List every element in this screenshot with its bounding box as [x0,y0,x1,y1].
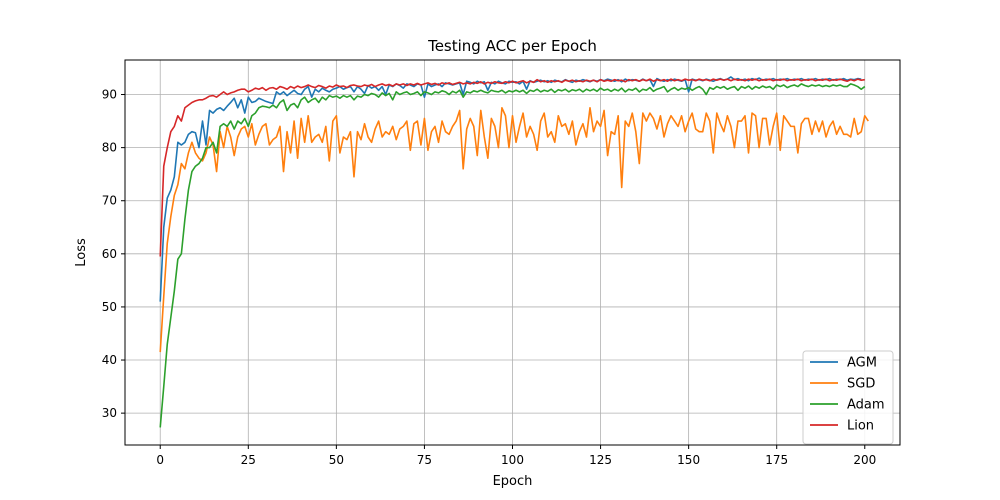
x-tick-label: 200 [853,453,876,467]
legend-box [802,350,894,445]
y-tick-label: 70 [102,194,117,208]
x-tick-label: 50 [329,453,344,467]
x-tick-label: 150 [677,453,700,467]
legend: AGM SGD Adam Lion [802,350,894,445]
y-tick-label: 90 [102,88,117,102]
x-tick-label: 75 [417,453,432,467]
series-layer [159,76,869,428]
chart-title: Testing ACC per Epoch [427,37,597,55]
x-tick-label: 0 [156,453,164,467]
series-line-sgd [159,106,869,353]
x-axis-label: Epoch [493,474,533,489]
legend-label-agm: AGM [847,356,877,371]
legend-label-adam: Adam [847,398,885,413]
y-tick-label: 80 [102,141,117,155]
x-tick-label: 125 [589,453,612,467]
ticks: 0 25 50 75 100 125 150 175 200 30 40 50 60 70 80 90 [102,88,877,467]
x-tick-label: 25 [241,453,256,467]
legend-label-lion: Lion [847,419,874,434]
x-tick-label: 100 [501,453,524,467]
y-axis-label: Loss [74,238,89,267]
y-tick-label: 30 [102,406,117,420]
series-line-adam [159,83,866,428]
y-tick-label: 40 [102,353,117,367]
y-tick-label: 50 [102,300,117,314]
y-tick-label: 60 [102,247,117,261]
legend-label-sgd: SGD [847,377,875,392]
x-tick-label: 175 [765,453,788,467]
series-line-lion [159,78,865,257]
